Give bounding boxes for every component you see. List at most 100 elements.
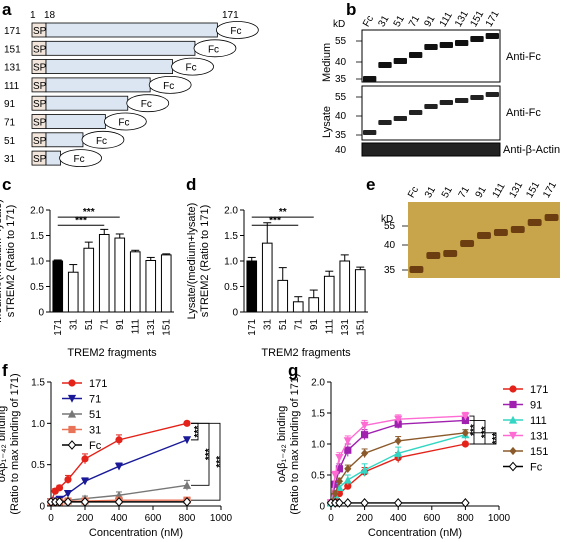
- y-tick-label: 0.5: [31, 460, 45, 471]
- y-tick-label: 0: [232, 308, 238, 319]
- x-tick-label: 1000: [210, 513, 233, 524]
- data-point: [67, 440, 77, 450]
- lysate-band: [424, 104, 438, 109]
- y-tick-label: 2.0: [311, 378, 325, 389]
- trem2-fragment-box: [45, 59, 173, 74]
- significance-label: ***: [469, 424, 480, 436]
- signal-peptide-label: SP: [33, 136, 47, 147]
- bar: [277, 279, 289, 313]
- data-point: [461, 412, 470, 421]
- bar: [339, 260, 351, 313]
- gel-band: [477, 232, 491, 239]
- construct-diagram: 1 18 171 171 SP Fc 151 SP Fc 131 SP Fc 111 SP Fc 91 SP Fc…: [4, 10, 259, 168]
- significance-bracket: [191, 422, 221, 501]
- gel-band: [493, 229, 508, 236]
- data-point: [360, 421, 369, 430]
- medium-band: [409, 52, 423, 58]
- gel-band: [409, 266, 424, 273]
- panel-label-e: e: [366, 175, 375, 194]
- marker-label: 40: [335, 111, 347, 122]
- marker-label: 35: [335, 74, 347, 85]
- lane-label: 51: [392, 13, 407, 29]
- signal-peptide-label: SP: [33, 154, 47, 165]
- x-tick-label: 51: [84, 319, 95, 331]
- lysate-band: [378, 120, 392, 125]
- bar: [83, 247, 95, 313]
- data-point: [63, 497, 73, 507]
- y-tick-label: 1.5: [224, 231, 238, 242]
- significance-bracket: [469, 432, 497, 445]
- y-axis-label: oAβ₁₋₄₂ binding: [276, 406, 288, 483]
- fc-tag-label: Fc: [186, 63, 197, 74]
- binding-chart-f: 0 0.5 1.0 1.5 0 200 400 600 800 1000 171 71 51 31 Fc **…: [0, 373, 233, 539]
- data-point: [55, 484, 64, 492]
- antibody-label: Anti-Fc: [506, 51, 541, 63]
- x-tick-label: 200: [77, 513, 94, 524]
- x-tick-label: 31: [68, 319, 79, 331]
- y-tick-label: 1.5: [31, 378, 45, 389]
- lane-label: 131: [507, 180, 525, 200]
- y-tick-label: 1.0: [224, 257, 238, 268]
- y-axis-label: sTREM2 (Ratio to 171): [5, 205, 17, 317]
- legend-label: 71: [89, 394, 101, 406]
- significance-label: ***: [75, 215, 87, 226]
- significance-label: **: [279, 207, 287, 218]
- bar: [52, 260, 64, 313]
- lysate-blot-frame: [361, 85, 501, 141]
- data-point: [394, 415, 403, 424]
- data-point: [393, 498, 403, 508]
- data-point: [461, 440, 469, 448]
- panel-label-a: a: [2, 0, 12, 19]
- lane-label: 171: [484, 9, 502, 29]
- lysate-band: [455, 98, 469, 103]
- y-axis-label: (Ratio to max binding of 171): [289, 373, 301, 514]
- tick-number-1: 1: [30, 10, 36, 21]
- section-label-lysate: Lysate: [321, 106, 333, 138]
- section-label-medium: Medium: [321, 43, 333, 82]
- fc-tag-ellipse: [148, 76, 192, 94]
- x-tick-label: 131: [146, 319, 157, 336]
- data-point: [63, 490, 73, 498]
- panel-label-f: f: [2, 361, 8, 380]
- bar: [129, 251, 141, 313]
- data-point: [394, 420, 402, 428]
- marker-label: 40: [335, 57, 347, 68]
- bar: [114, 237, 126, 313]
- y-tick-label: 1.0: [311, 440, 325, 451]
- x-tick-label: 0: [328, 513, 334, 524]
- bar: [67, 271, 79, 313]
- medium-band: [393, 58, 407, 64]
- lane-label: 131: [453, 9, 471, 29]
- x-axis-label: Concentration (nM): [89, 527, 183, 539]
- y-tick-label: 1.5: [311, 409, 325, 420]
- signal-peptide-label: SP: [33, 118, 47, 129]
- legend-label: 31: [89, 425, 101, 437]
- medium-band: [439, 42, 453, 48]
- data-point: [343, 475, 352, 484]
- trem2-fragment-box: [45, 22, 218, 38]
- construct-label: 71: [4, 118, 16, 129]
- lysate-band: [363, 130, 377, 135]
- x-tick-label: 51: [278, 319, 289, 331]
- fc-tag-ellipse: [81, 130, 125, 149]
- data-point: [68, 379, 76, 387]
- gel-band: [527, 219, 542, 226]
- significance-label: ***: [491, 432, 502, 444]
- legend-label: 91: [530, 400, 542, 412]
- trem2-fragment-box: [45, 132, 84, 148]
- data-point: [343, 437, 352, 446]
- kd-label: kD: [333, 19, 345, 30]
- gel-band: [544, 214, 559, 221]
- x-tick-label: 400: [111, 513, 128, 524]
- medium-band: [455, 40, 469, 46]
- data-point: [461, 428, 469, 437]
- legend-label: 51: [89, 409, 101, 421]
- data-point: [182, 481, 192, 489]
- medium-band: [378, 62, 392, 68]
- data-point: [331, 480, 339, 488]
- data-point: [361, 449, 369, 458]
- data-point: [508, 461, 518, 472]
- fc-tag-label: Fc: [163, 81, 174, 92]
- legend-label: Fc: [530, 462, 543, 474]
